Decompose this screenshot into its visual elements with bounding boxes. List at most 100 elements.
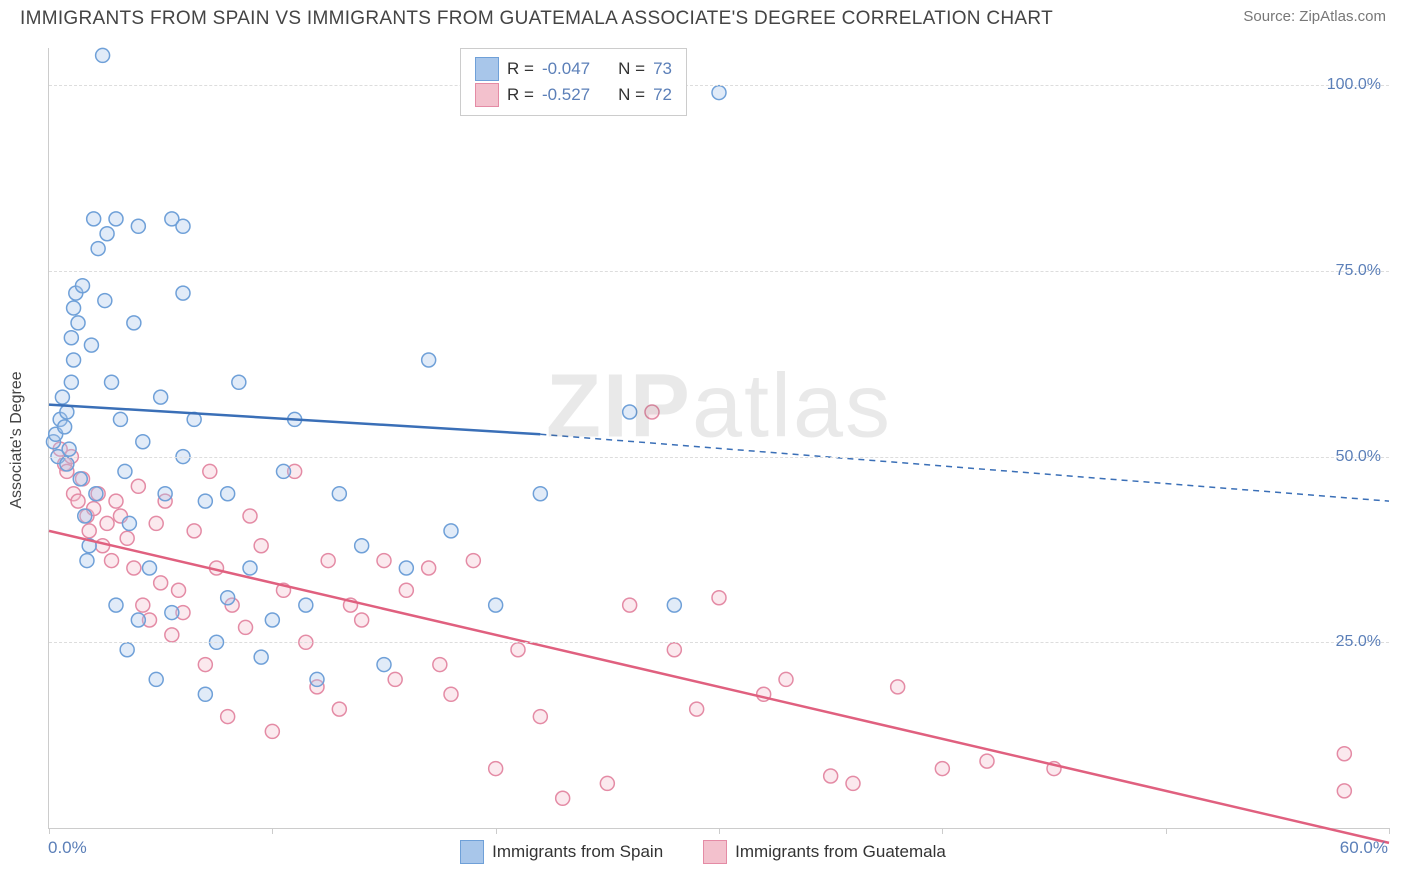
data-point: [131, 613, 145, 627]
data-point: [98, 294, 112, 308]
data-point: [779, 672, 793, 686]
data-point: [158, 487, 172, 501]
data-point: [71, 494, 85, 508]
gridline: [49, 271, 1389, 272]
data-point: [62, 442, 76, 456]
data-point: [165, 606, 179, 620]
data-point: [489, 598, 503, 612]
data-point: [109, 598, 123, 612]
data-point: [67, 353, 81, 367]
r-label: R =: [507, 59, 534, 79]
data-point: [712, 86, 726, 100]
x-tick: [719, 828, 720, 834]
data-point: [846, 776, 860, 790]
data-point: [87, 212, 101, 226]
data-point: [277, 464, 291, 478]
y-tick-label: 100.0%: [1327, 76, 1381, 94]
data-point: [422, 561, 436, 575]
data-point: [60, 457, 74, 471]
gridline: [49, 85, 1389, 86]
data-point: [310, 672, 324, 686]
data-point: [332, 702, 346, 716]
data-point: [176, 219, 190, 233]
data-point: [221, 487, 235, 501]
data-point: [489, 762, 503, 776]
data-point: [118, 464, 132, 478]
data-point: [100, 516, 114, 530]
data-point: [127, 316, 141, 330]
data-point: [690, 702, 704, 716]
legend-item-spain: Immigrants from Spain: [460, 840, 663, 864]
data-point: [1337, 747, 1351, 761]
regression-line-extrapolated: [540, 434, 1389, 501]
data-point: [136, 435, 150, 449]
data-point: [355, 613, 369, 627]
gridline: [49, 642, 1389, 643]
source-label: Source:: [1243, 8, 1299, 25]
n-label: N =: [618, 59, 645, 79]
data-point: [265, 613, 279, 627]
data-point: [149, 516, 163, 530]
x-tick: [272, 828, 273, 834]
data-point: [422, 353, 436, 367]
data-point: [556, 791, 570, 805]
data-point: [89, 487, 103, 501]
y-tick-label: 50.0%: [1336, 448, 1381, 466]
data-point: [355, 539, 369, 553]
data-point: [105, 554, 119, 568]
spain-r-value: -0.047: [542, 59, 590, 79]
data-point: [113, 412, 127, 426]
data-point: [149, 672, 163, 686]
data-point: [533, 710, 547, 724]
r-label-2: R =: [507, 85, 534, 105]
header: IMMIGRANTS FROM SPAIN VS IMMIGRANTS FROM…: [0, 0, 1406, 30]
data-point: [667, 598, 681, 612]
data-point: [623, 598, 637, 612]
gridline: [49, 457, 1389, 458]
data-point: [58, 420, 72, 434]
data-point: [67, 301, 81, 315]
data-point: [980, 754, 994, 768]
data-point: [232, 375, 246, 389]
x-tick: [942, 828, 943, 834]
data-point: [444, 524, 458, 538]
data-point: [127, 561, 141, 575]
data-point: [73, 472, 87, 486]
data-point: [221, 710, 235, 724]
data-point: [533, 487, 547, 501]
x-tick: [1389, 828, 1390, 834]
data-point: [466, 554, 480, 568]
data-point: [377, 554, 391, 568]
x-tick: [1166, 828, 1167, 834]
data-point: [399, 583, 413, 597]
data-point: [78, 509, 92, 523]
data-point: [80, 554, 94, 568]
x-tick: [496, 828, 497, 834]
data-point: [377, 658, 391, 672]
data-point: [444, 687, 458, 701]
data-point: [399, 561, 413, 575]
data-point: [131, 219, 145, 233]
source-name: ZipAtlas.com: [1299, 8, 1386, 25]
guatemala-n-value: 72: [653, 85, 672, 105]
guatemala-r-value: -0.527: [542, 85, 590, 105]
data-point: [100, 227, 114, 241]
chart-title: IMMIGRANTS FROM SPAIN VS IMMIGRANTS FROM…: [20, 8, 1053, 30]
swatch-spain: [475, 57, 499, 81]
regression-line: [49, 531, 1389, 843]
data-point: [299, 598, 313, 612]
data-point: [82, 524, 96, 538]
legend-item-guatemala: Immigrants from Guatemala: [703, 840, 946, 864]
data-point: [239, 620, 253, 634]
spain-n-value: 73: [653, 59, 672, 79]
data-point: [203, 464, 217, 478]
data-point: [131, 479, 145, 493]
data-point: [172, 583, 186, 597]
data-point: [71, 316, 85, 330]
guatemala-series-label: Immigrants from Guatemala: [735, 842, 946, 862]
x-tick: [49, 828, 50, 834]
data-point: [143, 561, 157, 575]
y-axis-title: Associate's Degree: [8, 371, 26, 508]
data-point: [645, 405, 659, 419]
y-tick-label: 25.0%: [1336, 633, 1381, 651]
